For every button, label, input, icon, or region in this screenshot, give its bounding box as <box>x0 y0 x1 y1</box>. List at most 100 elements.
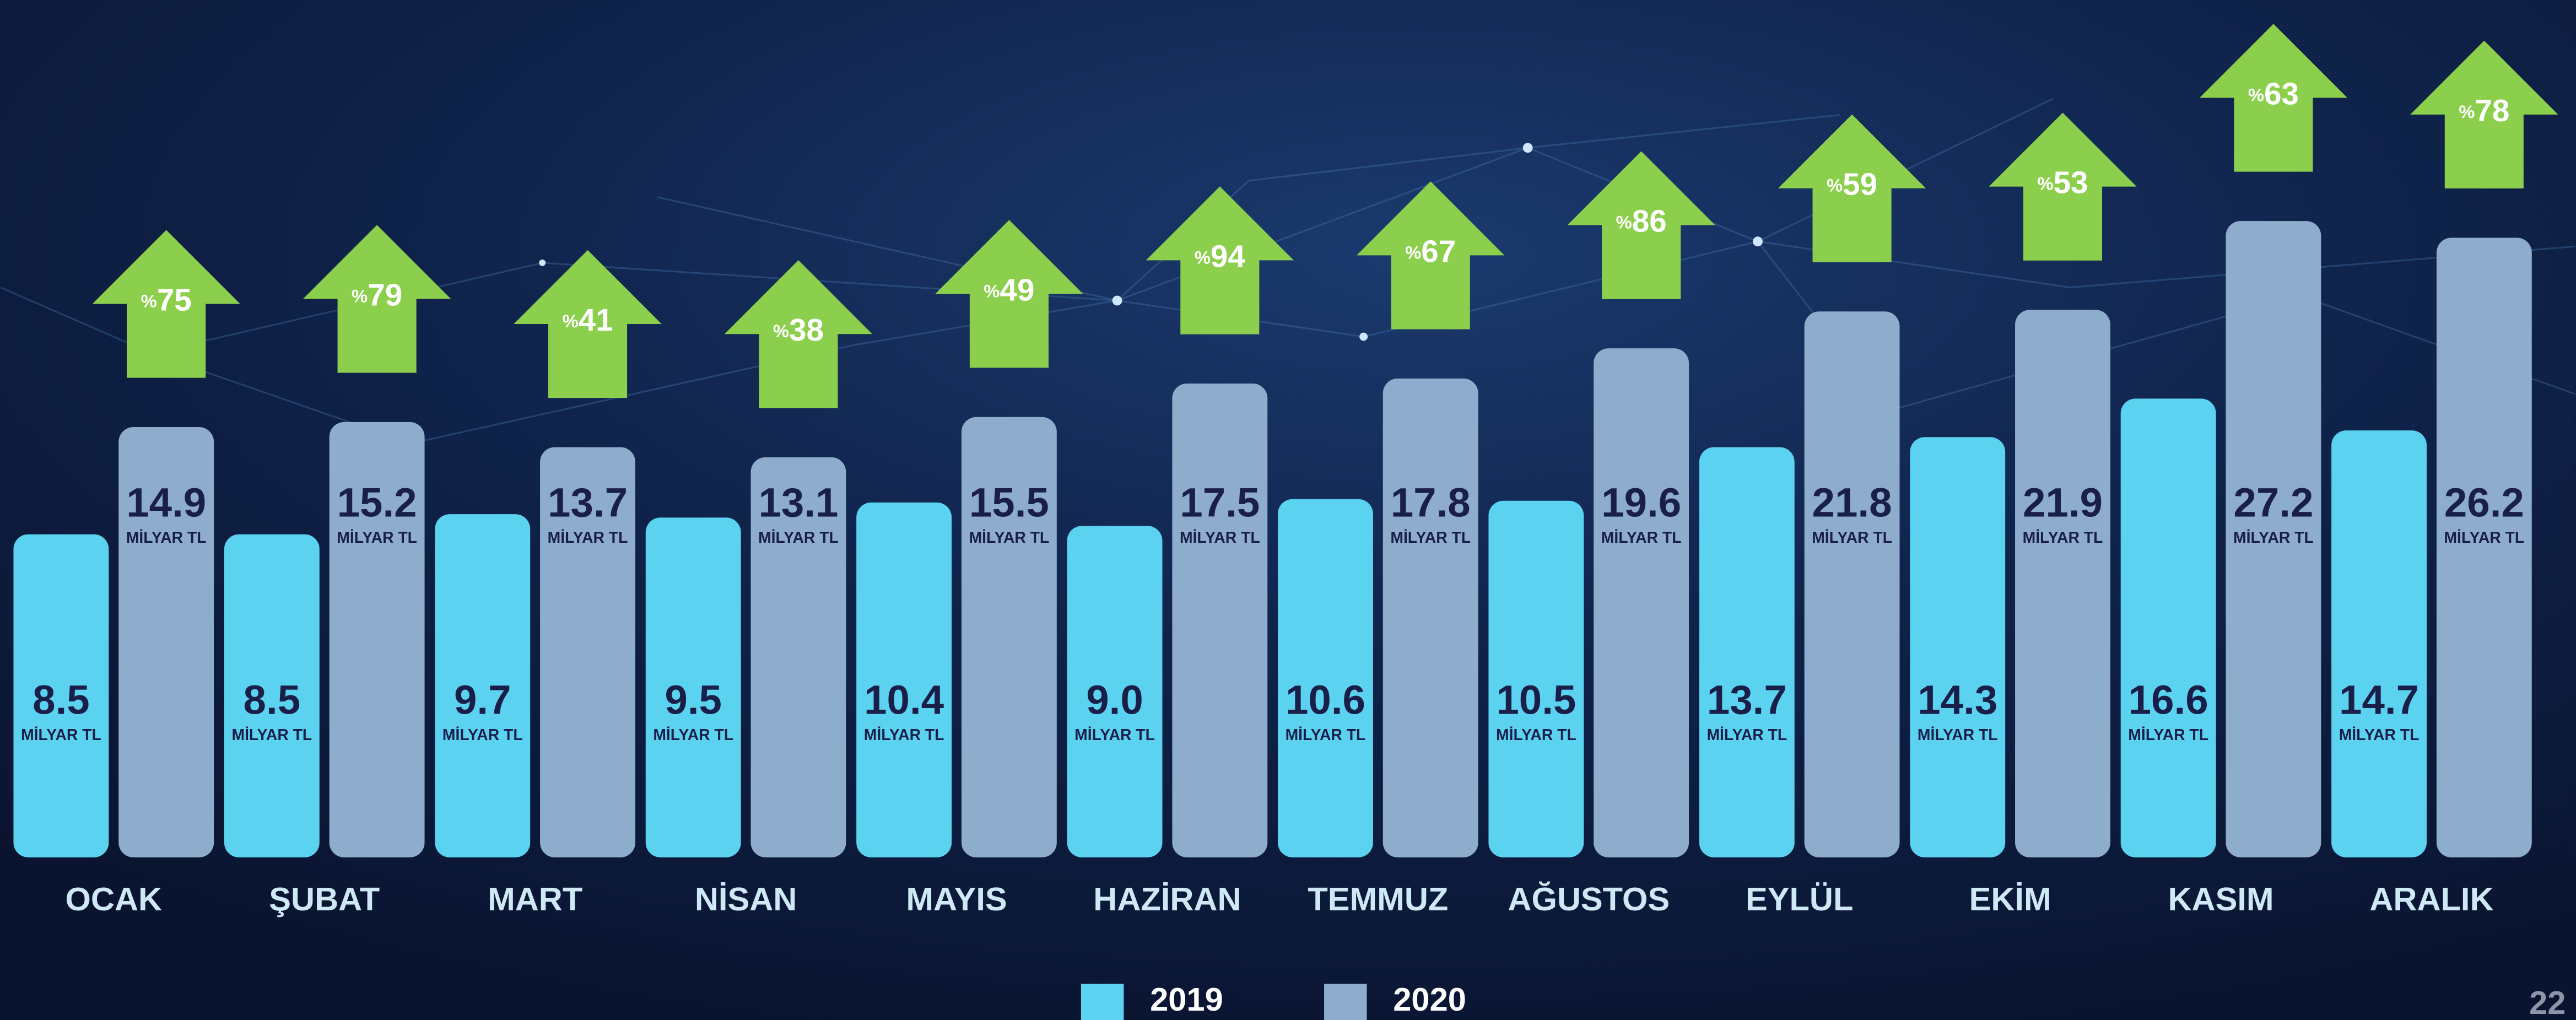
growth-value: 75 <box>157 283 192 317</box>
unit-label: MİLYAR TL <box>1074 726 1155 743</box>
growth-value: 59 <box>1843 168 1877 202</box>
growth-arrow <box>1989 112 2137 261</box>
growth-label: %75 <box>141 283 192 317</box>
legend-label: 2019 <box>1150 981 1223 1018</box>
growth-symbol: % <box>352 285 368 306</box>
bar <box>2015 310 2110 857</box>
growth-symbol: % <box>1195 247 1211 267</box>
growth-label: %38 <box>773 313 824 348</box>
growth-symbol: % <box>984 280 1000 301</box>
bar <box>2436 238 2532 857</box>
value-label: 14.3 <box>1918 677 1997 722</box>
growth-symbol: % <box>1616 212 1632 232</box>
bar <box>2120 398 2216 857</box>
growth-symbol: % <box>2037 173 2053 193</box>
unit-label: MİLYAR TL <box>21 726 101 743</box>
bar <box>645 517 741 857</box>
growth-symbol: % <box>1405 242 1421 262</box>
growth-symbol: % <box>2459 101 2475 122</box>
growth-value: 41 <box>579 303 613 338</box>
bar <box>1382 378 1478 857</box>
unit-label: MİLYAR TL <box>2128 726 2208 743</box>
x-tick-label: AĞUSTOS <box>1508 881 1670 918</box>
bar <box>750 457 846 857</box>
unit-label: MİLYAR TL <box>2023 528 2103 546</box>
growth-value: 49 <box>1000 273 1034 307</box>
growth-symbol: % <box>2248 84 2264 105</box>
bar <box>1067 526 1163 857</box>
unit-label: MİLYAR TL <box>2339 726 2420 743</box>
unit-label: MİLYAR TL <box>548 528 628 546</box>
x-tick-label: EYLÜL <box>1746 881 1853 918</box>
value-label: 8.5 <box>33 677 90 722</box>
growth-label: %86 <box>1616 204 1667 239</box>
x-tick-label: OCAK <box>66 881 163 918</box>
value-label: 10.6 <box>1286 677 1365 722</box>
bar <box>1488 500 1584 857</box>
growth-arrow <box>1357 181 1505 330</box>
legend-swatch <box>1324 984 1367 1020</box>
value-label: 13.7 <box>1707 677 1787 722</box>
bar <box>2331 430 2427 857</box>
growth-symbol: % <box>773 321 789 341</box>
unit-label: MİLYAR TL <box>758 528 839 546</box>
value-label: 15.2 <box>337 480 417 526</box>
value-label: 21.8 <box>1812 480 1892 526</box>
growth-label: %94 <box>1195 239 1246 274</box>
unit-label: MİLYAR TL <box>1286 726 1366 743</box>
value-label: 17.5 <box>1180 480 1260 526</box>
unit-label: MİLYAR TL <box>337 528 417 546</box>
unit-label: MİLYAR TL <box>1812 528 1892 546</box>
unit-label: MİLYAR TL <box>969 528 1050 546</box>
value-label: 15.5 <box>969 480 1049 526</box>
value-label: 8.5 <box>244 677 301 722</box>
bar <box>118 427 214 857</box>
unit-label: MİLYAR TL <box>1706 726 1787 743</box>
x-tick-label: ŞUBAT <box>269 881 380 918</box>
bar <box>2226 221 2321 857</box>
growth-label: %79 <box>352 278 402 312</box>
value-label: 13.1 <box>758 480 838 526</box>
growth-symbol: % <box>1827 175 1843 195</box>
growth-arrow <box>724 260 873 408</box>
growth-value: 78 <box>2475 94 2509 128</box>
growth-value: 38 <box>789 313 824 348</box>
bar <box>1172 383 1268 857</box>
value-label: 16.6 <box>2129 677 2208 722</box>
legend-swatch <box>1081 984 1124 1020</box>
value-label: 14.7 <box>2339 677 2419 722</box>
x-tick-label: TEMMUZ <box>1308 881 1448 918</box>
bar <box>1278 499 1373 857</box>
growth-value: 79 <box>368 278 402 312</box>
x-tick-label: EKİM <box>1969 881 2051 918</box>
value-label: 9.7 <box>454 677 511 722</box>
growth-label: %59 <box>1827 168 1877 202</box>
bar <box>13 534 109 857</box>
x-tick-label: MAYIS <box>906 881 1007 918</box>
bar <box>961 417 1057 857</box>
growth-arrow <box>1778 114 1926 262</box>
bar <box>1804 311 1900 857</box>
growth-value: 67 <box>1421 234 1456 269</box>
bar <box>224 534 320 857</box>
x-tick-label: ARALIK <box>2369 881 2493 918</box>
unit-label: MİLYAR TL <box>2444 528 2524 546</box>
unit-label: MİLYAR TL <box>1918 726 1998 743</box>
growth-label: %63 <box>2248 77 2299 112</box>
bar <box>329 422 425 857</box>
unit-label: MİLYAR TL <box>653 726 733 743</box>
value-label: 10.5 <box>1496 677 1576 722</box>
unit-label: MİLYAR TL <box>1496 726 1576 743</box>
value-label: 10.4 <box>864 677 944 722</box>
value-label: 17.8 <box>1391 480 1471 526</box>
growth-arrow <box>92 230 240 378</box>
bar <box>856 502 952 857</box>
growth-arrow <box>935 220 1083 368</box>
bar <box>540 447 635 857</box>
unit-label: MİLYAR TL <box>1390 528 1471 546</box>
bar <box>1910 437 2006 857</box>
network-nodes <box>146 143 1763 358</box>
growth-label: %41 <box>562 303 613 338</box>
value-label: 14.9 <box>126 480 206 526</box>
